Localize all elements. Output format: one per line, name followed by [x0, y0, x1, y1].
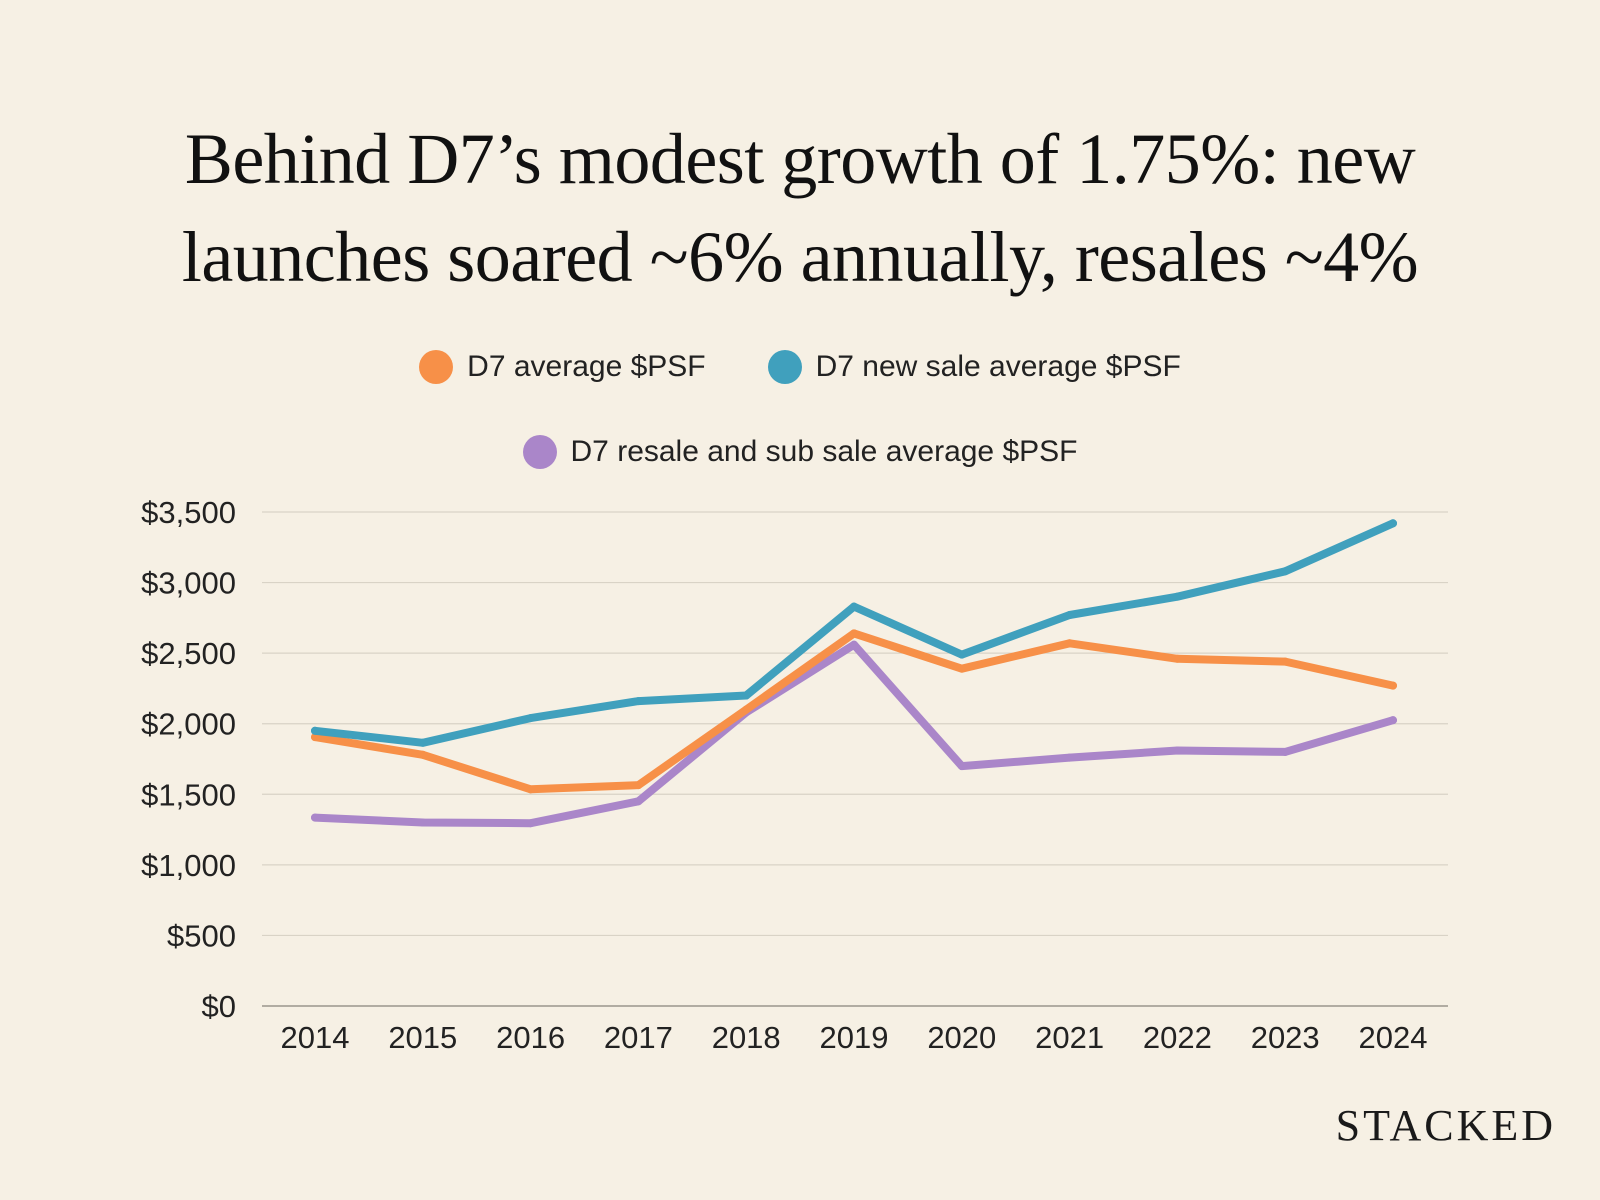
legend-item-resale: D7 resale and sub sale average $PSF [522, 435, 1078, 469]
x-tick-label: 2016 [496, 1020, 565, 1055]
data-point-d7-average-psf [957, 664, 966, 673]
legend-row-2: D7 resale and sub sale average $PSF [0, 430, 1600, 474]
data-point-d7-new-sale-average-psf [742, 691, 751, 700]
legend-label-resale: D7 resale and sub sale average $PSF [570, 435, 1078, 468]
x-tick-label: 2015 [388, 1020, 457, 1055]
y-tick-label: $3,500 [141, 495, 236, 530]
x-tick-label: 2023 [1251, 1020, 1320, 1055]
data-point-d7-new-sale-average-psf [1173, 592, 1182, 601]
legend-item-average: D7 average $PSF [419, 350, 706, 384]
legend-swatch-new-sale [767, 350, 802, 384]
data-point-d7-average-psf [742, 705, 751, 714]
data-point-d7-average-psf [1389, 681, 1397, 690]
data-point-d7-new-sale-average-psf [526, 714, 535, 723]
y-tick-label: $500 [167, 918, 236, 953]
x-tick-label: 2014 [281, 1020, 350, 1055]
x-tick-label: 2021 [1035, 1020, 1104, 1055]
data-point-d7-resale-and-sub-sale-average-psf [526, 819, 535, 828]
y-tick-label: $0 [202, 989, 236, 1024]
legend-label-average: D7 average $PSF [467, 350, 706, 383]
y-tick-label: $3,000 [141, 566, 236, 601]
legend-swatch-resale [522, 435, 557, 469]
x-tick-label: 2019 [820, 1020, 889, 1055]
data-point-d7-resale-and-sub-sale-average-psf [1389, 716, 1397, 725]
data-point-d7-new-sale-average-psf [1065, 611, 1074, 620]
y-tick-label: $2,500 [141, 636, 236, 671]
data-point-d7-new-sale-average-psf [418, 738, 427, 747]
data-point-d7-new-sale-average-psf [1281, 567, 1290, 576]
data-point-d7-resale-and-sub-sale-average-psf [1065, 753, 1074, 762]
x-tick-label: 2018 [712, 1020, 781, 1055]
data-point-d7-new-sale-average-psf [850, 602, 858, 611]
data-point-d7-average-psf [526, 785, 535, 794]
x-tick-label: 2017 [604, 1020, 673, 1055]
data-point-d7-resale-and-sub-sale-average-psf [311, 813, 319, 822]
x-tick-label: 2022 [1143, 1020, 1212, 1055]
data-point-d7-resale-and-sub-sale-average-psf [957, 762, 966, 771]
data-point-d7-average-psf [1281, 657, 1290, 666]
data-point-d7-new-sale-average-psf [634, 697, 643, 706]
data-point-d7-new-sale-average-psf [1389, 519, 1397, 528]
legend-row-1: D7 average $PSF D7 new sale average $PSF [0, 345, 1600, 389]
data-point-d7-average-psf [850, 629, 858, 638]
chart-title-line-1: Behind D7’s modest growth of 1.75%: new [184, 119, 1416, 199]
data-point-d7-resale-and-sub-sale-average-psf [418, 818, 427, 827]
data-point-d7-average-psf [311, 733, 319, 742]
legend-swatch-average [419, 350, 454, 384]
data-point-d7-average-psf [418, 750, 427, 759]
legend-item-new-sale: D7 new sale average $PSF [767, 350, 1181, 384]
y-tick-label: $1,500 [141, 777, 236, 812]
x-tick-label: 2024 [1359, 1020, 1428, 1055]
chart-title-line-2: launches soared ~6% annually, resales ~4… [181, 217, 1419, 297]
legend-label-new-sale: D7 new sale average $PSF [815, 350, 1181, 383]
data-point-d7-new-sale-average-psf [311, 726, 319, 735]
data-point-d7-average-psf [1173, 654, 1182, 663]
y-tick-label: $2,000 [141, 707, 236, 742]
data-point-d7-resale-and-sub-sale-average-psf [1281, 747, 1290, 756]
data-point-d7-new-sale-average-psf [957, 650, 966, 659]
brand-logo: STACKED [1335, 1101, 1556, 1150]
data-point-d7-resale-and-sub-sale-average-psf [634, 797, 643, 806]
x-tick-label: 2020 [927, 1020, 996, 1055]
data-point-d7-resale-and-sub-sale-average-psf [1173, 746, 1182, 755]
data-point-d7-resale-and-sub-sale-average-psf [850, 640, 858, 649]
y-tick-label: $1,000 [141, 848, 236, 883]
series-line-d7-average-psf [311, 629, 1397, 794]
data-point-d7-average-psf [634, 781, 643, 790]
data-point-d7-average-psf [1065, 639, 1074, 648]
